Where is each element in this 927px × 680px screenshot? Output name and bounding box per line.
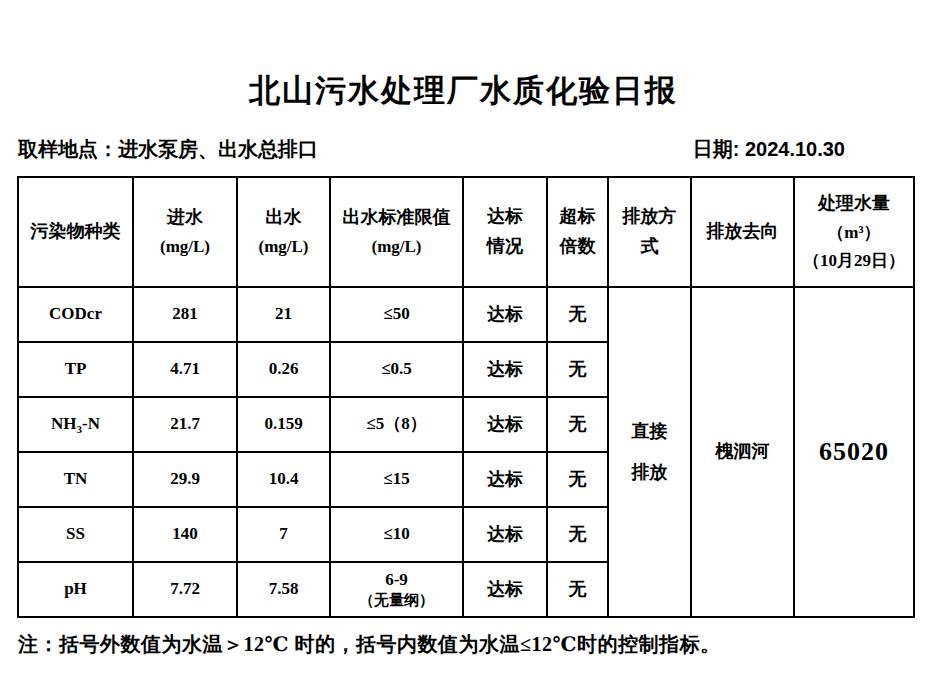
- pollutant-name: CODcr: [18, 287, 133, 342]
- effluent-value: 7.58: [237, 562, 330, 617]
- exceed-multiple: 无: [547, 562, 608, 617]
- pollutant-name: NH3-N: [18, 397, 133, 452]
- pollutant-name: SS: [18, 507, 133, 562]
- sampling-location: 取样地点：进水泵房、出水总排口: [18, 136, 318, 163]
- report-date: 日期: 2024.10.30: [693, 136, 845, 163]
- influent-value: 21.7: [133, 397, 237, 452]
- pollutant-name: TP: [18, 342, 133, 397]
- header-pollutant: 污染物种类: [18, 177, 133, 287]
- report-title: 北山污水处理厂水质化验日报: [0, 0, 927, 112]
- limit-value: 6-9（无量纲）: [330, 562, 463, 617]
- pollutant-name: pH: [18, 562, 133, 617]
- header-discharge-destination: 排放去向: [691, 177, 794, 287]
- header-treated-volume: 处理水量 （m³） （10月29日）: [794, 177, 914, 287]
- exceed-multiple: 无: [547, 397, 608, 452]
- pollutant-name: TN: [18, 452, 133, 507]
- influent-value: 7.72: [133, 562, 237, 617]
- influent-value: 140: [133, 507, 237, 562]
- header-exceed: 超标 倍数: [547, 177, 608, 287]
- water-quality-table: 污染物种类 进水 (mg/L) 出水 (mg/L) 出水标准限值 (mg/L) …: [17, 176, 915, 618]
- effluent-value: 10.4: [237, 452, 330, 507]
- report-page: 北山污水处理厂水质化验日报 取样地点：进水泵房、出水总排口 日期: 2024.1…: [0, 0, 927, 680]
- limit-value: ≤5（8）: [330, 397, 463, 452]
- header-discharge-mode: 排放方 式: [608, 177, 691, 287]
- effluent-value: 21: [237, 287, 330, 342]
- header-influent: 进水 (mg/L): [133, 177, 237, 287]
- influent-value: 281: [133, 287, 237, 342]
- header-effluent: 出水 (mg/L): [237, 177, 330, 287]
- exceed-multiple: 无: [547, 452, 608, 507]
- compliance-status: 达标: [463, 397, 547, 452]
- exceed-multiple: 无: [547, 287, 608, 342]
- report-footnote: 注：括号外数值为水温＞12℃ 时的，括号内数值为水温≤12℃时的控制指标。: [0, 618, 927, 658]
- effluent-value: 0.159: [237, 397, 330, 452]
- effluent-value: 0.26: [237, 342, 330, 397]
- limit-value: ≤50: [330, 287, 463, 342]
- discharge-mode-cell: 直接 排放: [608, 287, 691, 617]
- limit-value: ≤0.5: [330, 342, 463, 397]
- discharge-destination-cell: 槐泗河: [691, 287, 794, 617]
- effluent-value: 7: [237, 507, 330, 562]
- compliance-status: 达标: [463, 562, 547, 617]
- compliance-status: 达标: [463, 342, 547, 397]
- exceed-multiple: 无: [547, 507, 608, 562]
- limit-value: ≤15: [330, 452, 463, 507]
- compliance-status: 达标: [463, 287, 547, 342]
- limit-value: ≤10: [330, 507, 463, 562]
- header-row: 污染物种类 进水 (mg/L) 出水 (mg/L) 出水标准限值 (mg/L) …: [18, 177, 914, 287]
- influent-value: 4.71: [133, 342, 237, 397]
- exceed-multiple: 无: [547, 342, 608, 397]
- influent-value: 29.9: [133, 452, 237, 507]
- compliance-status: 达标: [463, 452, 547, 507]
- report-meta-row: 取样地点：进水泵房、出水总排口 日期: 2024.10.30: [0, 112, 927, 163]
- compliance-status: 达标: [463, 507, 547, 562]
- header-compliance: 达标 情况: [463, 177, 547, 287]
- header-limit: 出水标准限值 (mg/L): [330, 177, 463, 287]
- table-row-codcr: CODcr 281 21 ≤50 达标 无 直接 排放 槐泗河 65020: [18, 287, 914, 342]
- treated-volume-cell: 65020: [794, 287, 914, 617]
